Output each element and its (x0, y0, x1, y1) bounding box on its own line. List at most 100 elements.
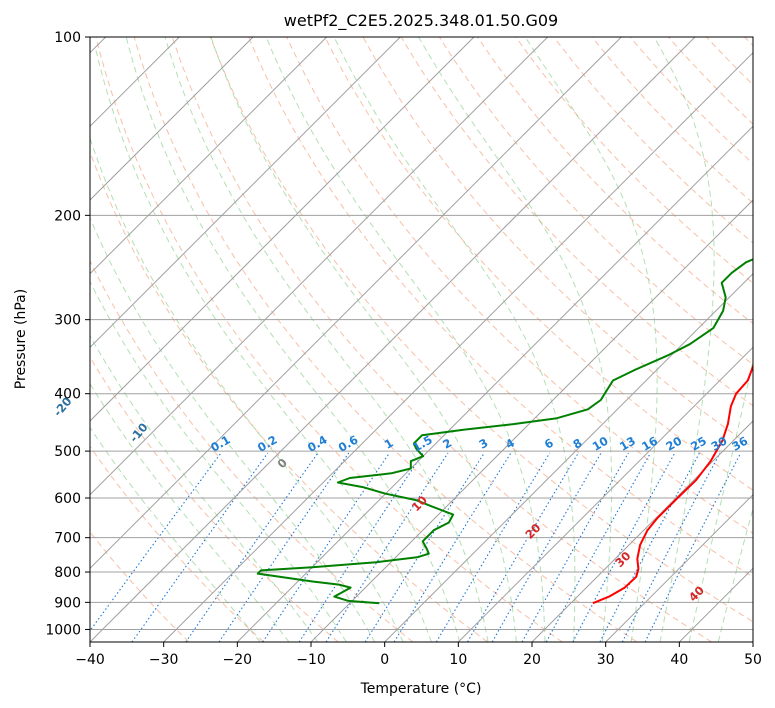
plot-lines (90, 37, 753, 642)
chart-title: wetPf2_C2E5.2025.348.01.50.G09 (284, 11, 558, 31)
moist-adiabat-line (125, 37, 461, 642)
y-tick-label: 800 (54, 565, 81, 581)
mixing-ratio-line (435, 452, 551, 642)
mixing-ratio-label: 6 (542, 436, 556, 452)
isotherm-line (752, 641, 753, 642)
mixing-ratio-label: 25 (688, 434, 709, 454)
mixing-ratio-line (131, 452, 269, 642)
moist-adiabat-line (524, 37, 658, 642)
isotherm-line (163, 51, 753, 642)
mixing-ratio-line (90, 452, 222, 632)
isotherm-line (90, 37, 622, 570)
mixing-ratio-line (521, 452, 629, 642)
isotherm-line (90, 37, 696, 642)
mixing-ratio-line (467, 452, 579, 642)
isotherm-line (605, 493, 753, 642)
y-tick-label: 500 (54, 444, 81, 460)
y-tick-label: 400 (54, 387, 81, 403)
mixing-ratio-line (621, 452, 721, 642)
mixing-ratio-line (298, 452, 424, 642)
moist-adiabat-line (164, 37, 489, 642)
mixing-ratio-line (572, 452, 676, 642)
dry-adiabat-line (591, 37, 753, 204)
mixing-ratio-label: 8 (570, 436, 584, 452)
moist-adiabat-line (95, 49, 432, 642)
moist-adiabat-line (90, 216, 376, 642)
mixing-ratio-line (491, 452, 602, 642)
temperature-series-line (592, 363, 753, 605)
dry-adiabat-line (90, 445, 264, 642)
mixing-ratio-line (185, 452, 319, 642)
isotherm-line (531, 420, 753, 642)
mixing-ratio-label: 2 (440, 436, 454, 452)
x-tick-label: −20 (223, 652, 253, 668)
moist-adiabat-label: 30 (612, 549, 633, 570)
moist-adiabat-line (90, 334, 319, 642)
y-tick-label: 1000 (45, 622, 81, 638)
y-axis-label: Pressure (hPa) (13, 289, 29, 389)
moist-adiabat-label: 20 (522, 521, 543, 542)
isotherm-line (90, 37, 401, 349)
isotherm-line (90, 37, 475, 422)
mixing-ratio-line (218, 452, 350, 642)
mixing-ratio-label: 13 (617, 434, 638, 454)
isotherm-line (90, 37, 328, 275)
dry-adiabat-line (629, 37, 753, 165)
x-tick-label: 20 (523, 652, 541, 668)
moist-adiabat-label: 40 (686, 583, 707, 604)
dry-adiabat-line (706, 37, 753, 86)
mixing-ratio-line (545, 452, 652, 642)
y-tick-label: 900 (54, 595, 81, 611)
dry-adiabat-line (744, 37, 753, 47)
plot-area: 0.10.20.40.611.52346810131620253036-100-… (45, 30, 762, 668)
x-tick-label: −30 (149, 652, 179, 668)
isotherm-line (236, 125, 753, 642)
moist-adiabat-line (653, 37, 715, 642)
moist-adiabat-line (717, 506, 753, 642)
y-tick-label: 700 (54, 531, 81, 547)
isotherm-line (310, 199, 753, 642)
dry-adiabat-line (248, 37, 753, 578)
x-tick-label: 50 (744, 652, 762, 668)
dry-adiabat-line (95, 37, 563, 642)
isotherm-line (90, 37, 254, 201)
y-tick-label: 100 (54, 30, 81, 46)
x-tick-label: 10 (449, 652, 467, 668)
x-tick-label: 30 (597, 652, 615, 668)
mixing-ratio-line (325, 452, 449, 642)
isotherm-line (90, 37, 549, 496)
moist-adiabat-line (688, 358, 753, 642)
y-tick-label: 200 (54, 208, 81, 224)
dry-adiabat-line (400, 37, 753, 407)
moist-adiabat-line (265, 37, 546, 642)
dry-adiabat-line (90, 356, 339, 642)
dry-adiabat-line (515, 37, 753, 284)
mixing-ratio-label: 3 (476, 436, 490, 452)
plot-frame (89, 36, 754, 643)
moist-adiabat-line (90, 426, 261, 642)
moist-adiabat-line (333, 37, 576, 642)
mixing-ratio-line (262, 452, 390, 642)
moist-adiabat-line (90, 382, 290, 642)
moist-adiabat-line (90, 136, 404, 642)
moist-adiabat-label: 0 (274, 455, 290, 471)
dry-adiabat-line (90, 150, 488, 642)
moist-adiabat-line (210, 37, 517, 642)
isotherm-line (678, 567, 753, 642)
moist-adiabat-line (90, 280, 347, 642)
mixing-ratio-line (393, 452, 512, 642)
dry-adiabat-line (210, 37, 753, 623)
moist-adiabat-label: 10 (409, 493, 430, 514)
x-tick-label: −40 (75, 652, 105, 668)
dry-adiabat-line (477, 37, 753, 325)
dry-adiabat-line (90, 259, 414, 642)
moist-adiabat-line (418, 37, 613, 642)
x-tick-label: 0 (380, 652, 389, 668)
dry-adiabat-line (324, 37, 753, 491)
dry-adiabat-label: -10 (127, 420, 151, 445)
mixing-ratio-label: 16 (639, 434, 660, 454)
dry-adiabat-line (668, 37, 753, 125)
x-tick-label: −10 (296, 652, 326, 668)
isotherm-line (457, 346, 753, 642)
x-axis-label: Temperature (°C) (360, 681, 482, 697)
